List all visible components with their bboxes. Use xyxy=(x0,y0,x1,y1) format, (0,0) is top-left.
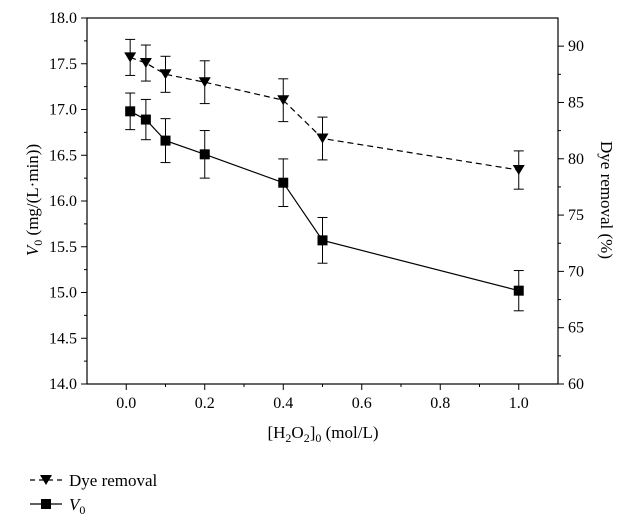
data-point-v0 xyxy=(317,235,328,246)
x-tick-label: 0.6 xyxy=(352,395,372,412)
x-tick-label: 0.0 xyxy=(116,395,136,412)
plot-frame xyxy=(86,17,559,385)
y-right-tick-label: 80 xyxy=(568,151,584,168)
y-left-tick-label: 16.5 xyxy=(49,147,77,164)
x-axis-label: [H2O2]0 (mol/L) xyxy=(267,423,378,445)
data-point-dye-removal xyxy=(159,69,172,80)
legend-item-dye-removal: Dye removal xyxy=(30,471,158,490)
y-right-tick-label: 65 xyxy=(568,320,584,337)
y-right-tick-label: 90 xyxy=(568,38,584,55)
y-right-tick-label: 70 xyxy=(568,263,584,280)
legend-label-dye-removal: Dye removal xyxy=(69,471,158,490)
data-point-dye-removal xyxy=(198,77,211,88)
y-right-tick-label: 85 xyxy=(568,94,584,111)
data-point-v0 xyxy=(160,135,171,146)
legend-marker-triangle-down xyxy=(40,475,52,485)
legend: Dye removal V0 xyxy=(30,471,158,516)
y-left-tick-label: 18.0 xyxy=(49,10,77,27)
data-point-v0 xyxy=(125,106,136,117)
data-point-v0 xyxy=(278,177,289,188)
legend-marker-square xyxy=(41,499,51,509)
data-point-dye-removal xyxy=(124,52,137,63)
y-left-tick-label: 15.5 xyxy=(49,239,77,256)
data-point-dye-removal xyxy=(139,58,152,69)
y-left-tick-label: 15.0 xyxy=(49,285,77,302)
data-point-dye-removal xyxy=(277,95,290,106)
y-left-axis-label: V0 (mg/(L·min)) xyxy=(23,144,45,256)
y-right-tick-label: 60 xyxy=(568,376,584,393)
x-tick-label: 0.4 xyxy=(273,395,293,412)
plot-area: 0.0 0.2 0.4 0.6 0.8 1.0 14.0 14.5 15.0 15.5 16.0 16… xyxy=(49,10,584,412)
data-point-v0 xyxy=(199,149,210,160)
y-left-tick-label: 14.0 xyxy=(49,376,77,393)
x-tick-label: 0.8 xyxy=(430,395,450,412)
y-left-tick-label: 17.5 xyxy=(49,56,77,73)
y-right-tick-label: 75 xyxy=(568,207,584,224)
y-left-tick-label: 16.0 xyxy=(49,193,77,210)
x-tick-label: 1.0 xyxy=(509,395,529,412)
data-point-v0 xyxy=(140,114,151,125)
data-point-dye-removal xyxy=(512,165,525,176)
data-point-dye-removal xyxy=(316,133,329,144)
legend-label-v0: V0 xyxy=(69,495,85,516)
series-line-dye-removal xyxy=(129,56,519,171)
legend-item-v0: V0 xyxy=(30,495,85,516)
y-left-tick-label: 14.5 xyxy=(49,330,77,347)
x-tick-label: 0.2 xyxy=(195,395,215,412)
y-left-tick-label: 17.0 xyxy=(49,102,77,119)
data-point-v0 xyxy=(513,285,524,296)
y-right-axis-label: Dye removal (%) xyxy=(597,141,616,259)
